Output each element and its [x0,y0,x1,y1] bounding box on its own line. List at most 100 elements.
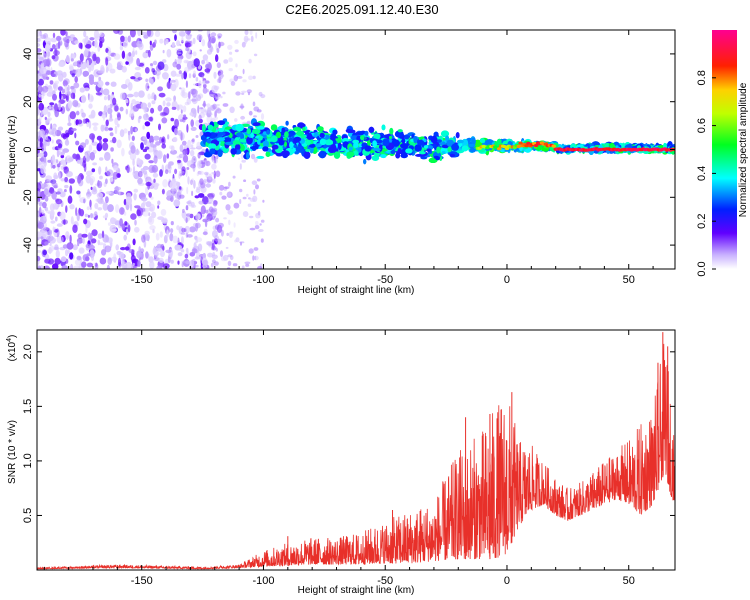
spectrogram-cell [206,139,212,144]
spectrogram-cell [187,30,191,36]
spectrogram-cell [215,54,219,62]
spectrogram-cell [60,178,65,182]
spectrogram-cell [251,180,258,185]
spectrogram-cell [177,104,184,110]
spectrogram-cell [207,212,214,217]
chart-title: C2E6.2025.091.12.40.E30 [285,2,438,17]
spectrogram-cell [87,214,90,218]
spectrogram-cell [240,115,246,120]
spectrogram-cell [255,212,261,219]
spectrogram-cell [319,138,327,146]
spectrogram-cell [217,131,226,136]
spectrogram-cell [216,137,226,142]
spectrogram-signal [504,146,510,151]
spectrogram-cell [123,128,128,134]
spectrogram-cell [155,232,160,241]
spectrogram-cell [57,143,63,149]
spectrogram-cell [256,126,265,130]
spectrogram-cell [455,132,460,139]
spectrogram-cell [166,153,170,159]
spectrogram-cell [233,222,236,228]
spectrogram-cell [122,39,128,48]
spectrogram-cell [119,129,125,138]
spectrogram-signal [534,143,539,148]
spectrogram-cell [167,164,171,169]
spectrogram-cell [160,244,165,249]
spectrogram-cell [89,37,95,41]
snr-y-tick-label: 1.0 [22,453,34,468]
spectrogram-cell [162,72,169,80]
spectrogram-cell [222,103,229,107]
spectrogram-cell [79,142,87,149]
spectrogram-cell [51,73,56,78]
spectrogram-cell [379,134,384,139]
spectrogram-cell [202,87,208,94]
spectrogram-cell [130,76,136,80]
spectrogram-cell [76,119,83,125]
spectrogram-cell [41,183,48,188]
spectrogram-cell [102,138,109,143]
spectrogram-cell [81,261,87,268]
spectrogram-cell [177,182,180,186]
spectrogram-cell [105,81,110,86]
spectrogram-cell [208,143,217,150]
spectrogram-cell [158,123,161,131]
spectrogram-cell [209,94,214,97]
spectrogram-cell [166,102,171,107]
spectrogram-cell [50,220,56,224]
spectrogram-cell [188,91,191,100]
spectrogram-cell [133,193,137,201]
spectrogram-cell [207,219,211,222]
spectrogram-cell [99,32,105,38]
spectrogram-cell [229,51,233,55]
spectrogram-cell [65,55,70,63]
spectrogram-cell [144,153,151,160]
spectrogram-cell [117,123,120,128]
spectrogram-cell [48,229,53,236]
spectrogram-cell [177,57,182,65]
spectrogram-cell [234,144,241,151]
spectrogram-cell [51,127,58,137]
spectrogram-cell [137,177,143,185]
spectrogram-cell [297,122,305,129]
spectrogram-cell [181,36,184,43]
spectrogram-cell [38,202,43,207]
spectrogram-cell [216,108,222,114]
spectrogram-cell [191,139,195,144]
spectrogram-cell [198,118,203,124]
spectrogram-cell [112,136,117,144]
spectrogram-cell [57,188,63,193]
spectrogram-cell [113,53,121,60]
spectrogram-cell [229,255,234,261]
spectrogram-cell [53,184,59,189]
spectrogram-cell [364,145,372,152]
spectrogram-cell [88,120,92,129]
spectrogram-cell [170,259,174,264]
spectrogram-cell [203,265,207,269]
spectrogram-cell [50,210,55,217]
spectrogram-cell [72,100,79,107]
spectrogram-cell [203,83,207,89]
spectrogram-cell [53,229,59,233]
spectrogram-cell [98,139,102,148]
spectrogram-cell [154,70,161,76]
spectrogram-cell [262,139,269,148]
spectrogram-cell [212,252,215,257]
spectrogram-cell [157,86,164,92]
spectrogram-cell [140,248,145,253]
spectrogram-cell [363,159,367,165]
spectrogram-cell [239,199,242,204]
spectrogram-cell [73,82,80,89]
spectrogram-cell [144,146,150,150]
spectrogram-cell [192,83,198,86]
spectrogram-cell [154,251,160,256]
spectrogram-cell [224,186,230,189]
spectrogram-cell [61,265,69,269]
spectrogram-cell [315,143,322,148]
spectrogram-cell [242,79,247,83]
spectrogram-cell [213,116,219,120]
spectrogram-cell [40,110,43,117]
spectrogram-cell [228,68,233,72]
spectrogram-cell [81,112,86,118]
spectrogram-y-tick-label: -40 [22,237,34,253]
